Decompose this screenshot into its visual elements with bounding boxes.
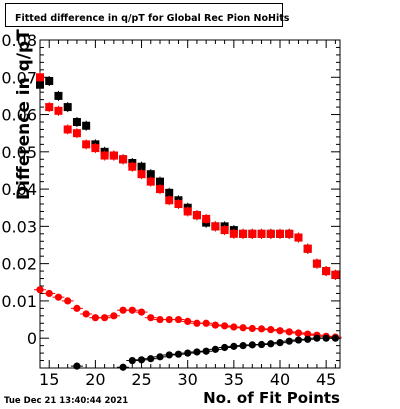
y-tick-label: 0.04 [1,180,37,199]
y-tick-label: 0.07 [1,68,37,87]
chart-title: Fitted difference in q/pT for Global Rec… [15,13,290,24]
x-tick-label: 25 [131,370,151,389]
x-axis-label: No. of Fit Points [203,389,340,407]
x-tick-label: 30 [178,370,198,389]
y-tick-label: 0 [27,329,37,348]
y-tick-label: 0.08 [1,31,37,50]
x-tick-label: 20 [85,370,105,389]
y-tick-label: 0.03 [1,217,37,236]
x-tick-label: 40 [270,370,290,389]
timestamp: Tue Dec 21 13:40:44 2021 [4,396,129,406]
x-tick-label: 15 [39,370,59,389]
y-tick-label: 0.02 [1,255,37,274]
chart-title-box: Fitted difference in q/pT for Global Rec… [5,3,289,27]
y-axis-label: Difference in q/pT [14,29,34,200]
y-tick-label: 0.01 [1,292,37,311]
x-tick-label: 35 [224,370,244,389]
y-tick-label: 0.05 [1,143,37,162]
x-tick-label: 45 [316,370,336,389]
y-tick-label: 0.06 [1,106,37,125]
